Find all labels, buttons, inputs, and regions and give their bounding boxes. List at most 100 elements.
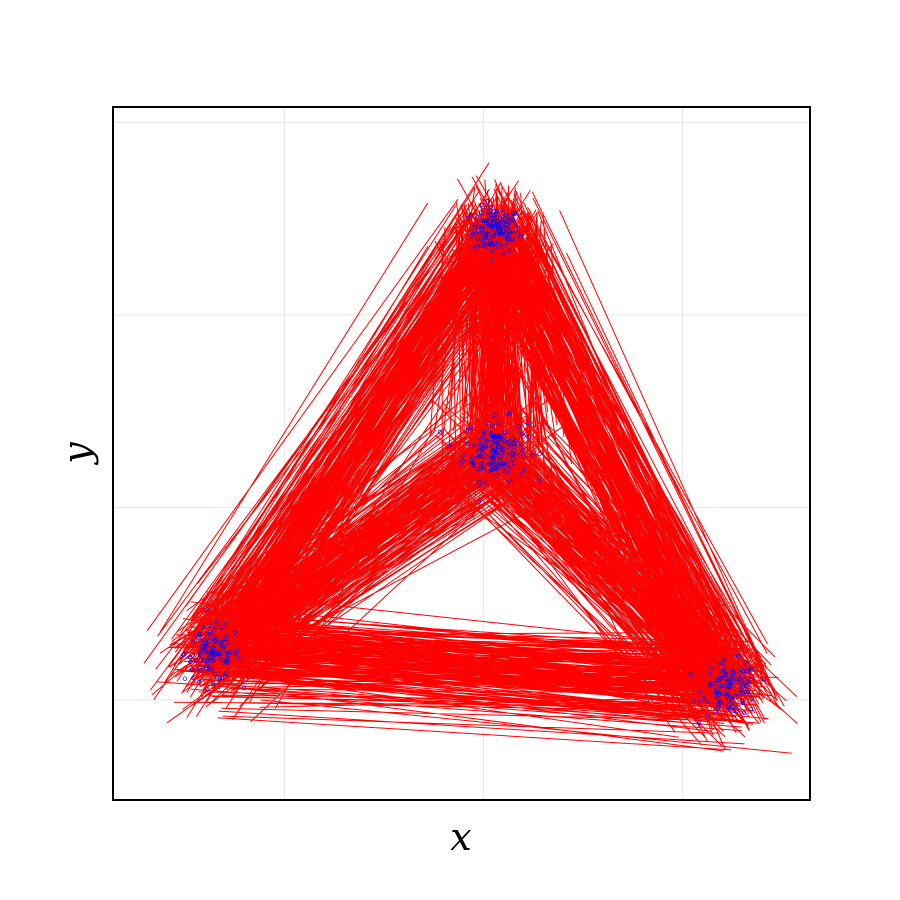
data-point [217, 653, 223, 658]
data-point [235, 648, 240, 653]
data-point [488, 204, 494, 209]
data-point [728, 694, 733, 700]
data-point [505, 236, 510, 242]
edges-layer [143, 162, 798, 754]
data-point [210, 635, 215, 640]
data-point [713, 684, 718, 689]
data-point [508, 231, 513, 236]
data-point [481, 431, 486, 437]
y-axis-label: y [55, 442, 99, 466]
data-point [499, 231, 504, 236]
data-point [717, 675, 723, 681]
data-point [718, 700, 723, 705]
data-point [194, 633, 199, 639]
data-point [479, 454, 485, 460]
data-point [490, 444, 495, 449]
data-point [493, 447, 498, 452]
data-point [713, 709, 718, 714]
data-point [491, 213, 497, 218]
data-point [501, 468, 506, 473]
data-point [476, 483, 482, 488]
data-point [499, 244, 504, 249]
data-point [508, 237, 514, 243]
data-point [511, 444, 517, 449]
data-point [504, 452, 509, 457]
data-point [198, 651, 203, 656]
data-point [478, 210, 484, 215]
data-point [729, 666, 735, 672]
data-point [470, 460, 475, 465]
data-point [497, 215, 503, 221]
data-point [738, 670, 743, 675]
data-point [496, 223, 501, 229]
data-point [506, 444, 511, 449]
data-point [537, 451, 542, 457]
data-point [208, 649, 213, 655]
data-point [208, 629, 213, 635]
data-point [209, 666, 214, 671]
data-point [706, 671, 712, 676]
data-point [697, 688, 702, 694]
data-point [236, 656, 241, 661]
data-point [688, 672, 693, 677]
data-point [489, 431, 495, 436]
data-point [494, 473, 499, 478]
data-point [734, 679, 739, 685]
data-point [486, 241, 491, 246]
data-point [494, 211, 499, 217]
data-point [204, 656, 209, 661]
data-point [198, 652, 203, 658]
data-point [492, 412, 497, 417]
data-point [485, 454, 490, 459]
data-point [476, 480, 482, 485]
data-point [495, 437, 501, 442]
data-point [749, 696, 754, 701]
data-point [223, 673, 228, 679]
data-point [191, 675, 196, 681]
data-point [525, 420, 531, 425]
data-point [520, 448, 525, 453]
data-point [717, 662, 722, 667]
data-point [493, 462, 498, 467]
data-point [485, 221, 490, 226]
data-point [526, 434, 531, 440]
data-point [182, 676, 188, 681]
data-point [219, 657, 225, 662]
x-axis-label: x [450, 815, 471, 859]
data-point [214, 650, 220, 655]
data-point [474, 244, 479, 249]
data-point [489, 450, 494, 455]
data-point [491, 233, 497, 238]
data-point [223, 622, 228, 627]
data-point [733, 694, 738, 699]
data-point [497, 457, 503, 463]
data-point [697, 699, 702, 704]
data-point [489, 249, 494, 254]
data-point [205, 631, 210, 637]
data-point [223, 671, 228, 676]
data-point [499, 435, 504, 440]
data-point [468, 424, 473, 430]
data-point [476, 499, 482, 505]
data-point [486, 469, 492, 474]
data-point [510, 217, 515, 222]
data-point [483, 437, 489, 443]
data-point [224, 656, 229, 661]
data-point [722, 657, 727, 662]
data-point [713, 678, 719, 683]
data-point [190, 640, 196, 645]
data-point [461, 453, 466, 458]
data-point [492, 208, 497, 214]
data-point [761, 677, 767, 682]
points-layer [181, 199, 767, 725]
data-point [741, 676, 747, 681]
data-point [223, 651, 228, 656]
data-point [190, 653, 195, 658]
data-point [511, 210, 516, 216]
data-point [691, 698, 696, 703]
data-point [493, 245, 498, 250]
data-point [485, 462, 491, 467]
data-point [512, 441, 518, 446]
data-point [519, 442, 525, 448]
data-point [489, 440, 494, 445]
